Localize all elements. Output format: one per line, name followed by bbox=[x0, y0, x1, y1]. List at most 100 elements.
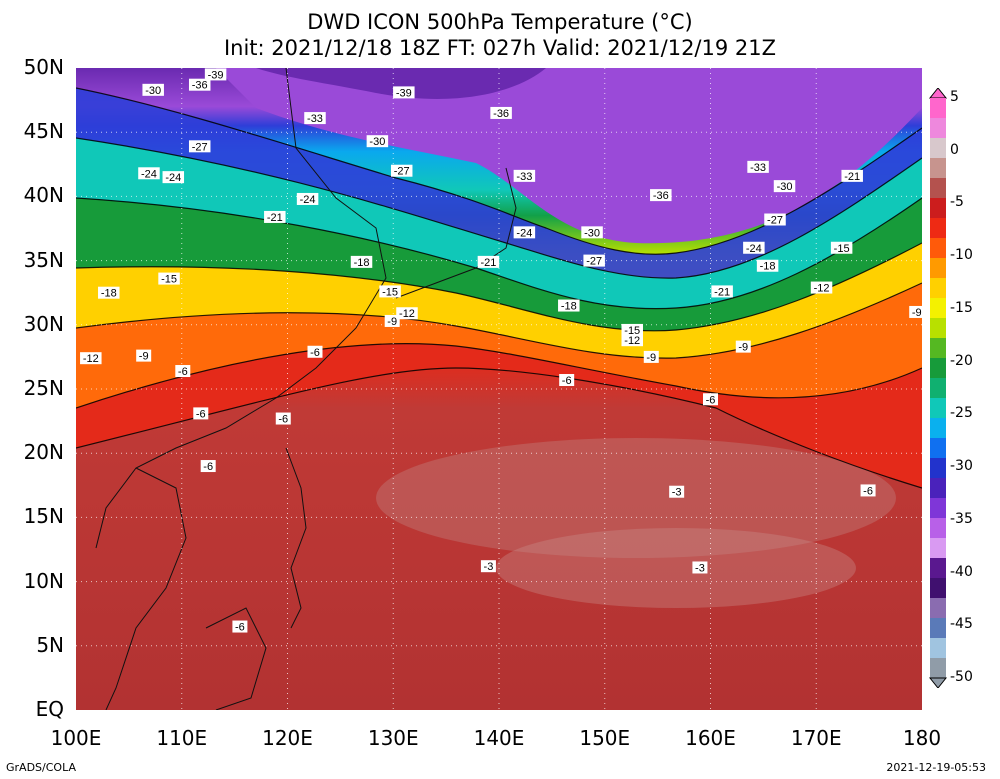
contour-label-text: -24 bbox=[141, 168, 157, 180]
contour-label: -18 bbox=[350, 255, 373, 269]
contour-line bbox=[76, 282, 922, 359]
colorbar-swatch bbox=[930, 458, 946, 479]
contour-label-box bbox=[232, 620, 248, 633]
coastline-philippines bbox=[285, 447, 307, 629]
contour-label-text: -9 bbox=[646, 352, 656, 364]
contour-label: -30 bbox=[773, 180, 796, 193]
colorbar-swatch bbox=[930, 658, 946, 679]
contour-label: -6 bbox=[232, 620, 248, 634]
contour-label: -30 bbox=[581, 226, 603, 239]
contour-label-text: -30 bbox=[777, 181, 793, 193]
contour-label-text: -6 bbox=[562, 375, 572, 387]
contour-label-text: -3 bbox=[695, 562, 705, 574]
contour-label-box bbox=[396, 307, 418, 320]
contour-label-box bbox=[138, 167, 160, 180]
contour-label-box bbox=[307, 345, 323, 358]
contour-label: -6 bbox=[200, 460, 216, 473]
contour-label-box bbox=[621, 323, 643, 336]
colorbar-label: -15 bbox=[950, 299, 973, 316]
contour-label: -6 bbox=[307, 345, 323, 359]
contour-label-box bbox=[193, 407, 209, 420]
contour-label-box bbox=[80, 352, 102, 365]
longitude-label: 160E bbox=[685, 726, 736, 750]
colorbar-label: -10 bbox=[950, 247, 973, 264]
longitude-label: 140E bbox=[473, 726, 525, 750]
contour-labels: -39-30 -36-39-36-33-30-27-27 -33-33-21-24-… bbox=[80, 68, 922, 634]
contour-label-box bbox=[764, 213, 786, 226]
colorbar-swatch bbox=[930, 518, 946, 539]
colorbar-swatch bbox=[930, 638, 946, 659]
contour-label: -24 bbox=[513, 226, 536, 239]
contour-label: -18 bbox=[98, 286, 120, 300]
contour-label: -6 bbox=[860, 484, 876, 497]
warm-patch bbox=[376, 438, 896, 558]
longitude-label: 180 bbox=[902, 726, 942, 750]
contour-label-text: -9 bbox=[738, 342, 748, 354]
contour-label-text: -9 bbox=[387, 316, 397, 328]
map-subtitle: Init: 2021/12/18 18Z FT: 027h Valid: 202… bbox=[223, 36, 777, 60]
contour-label-box bbox=[711, 285, 733, 298]
contour-label-text: -27 bbox=[394, 166, 410, 178]
contour-label-text: -12 bbox=[83, 353, 99, 365]
contour-label-text: -9 bbox=[139, 351, 149, 363]
contour-label-text: -18 bbox=[101, 288, 117, 300]
colorbar-swatch bbox=[930, 218, 946, 239]
contour-label: -6 bbox=[275, 412, 291, 426]
contour-label: -27 bbox=[390, 164, 413, 178]
contour-label: -15 bbox=[158, 272, 180, 286]
contour-label-box bbox=[350, 255, 373, 268]
coastline-borneo bbox=[205, 607, 267, 710]
colorbar-label: 0 bbox=[950, 141, 959, 158]
contour-label: -6 bbox=[193, 407, 209, 420]
colorbar-label: -40 bbox=[950, 563, 973, 580]
contour-label: -21 bbox=[477, 255, 500, 269]
colorbar bbox=[928, 88, 948, 688]
contour-label: -24 bbox=[743, 241, 765, 255]
latitude-label: 35N bbox=[23, 247, 64, 272]
contour-label: -3 bbox=[480, 560, 496, 573]
contour-label-box bbox=[162, 171, 185, 184]
contour-label-text: -24 bbox=[516, 227, 532, 239]
latitude-label: 50N bbox=[23, 55, 64, 79]
contour-label-box bbox=[490, 106, 512, 119]
contour-label: -18 bbox=[756, 259, 779, 273]
contour-label-text: -21 bbox=[267, 212, 283, 224]
contour-label-box bbox=[669, 485, 685, 498]
contour-label-text: -15 bbox=[624, 325, 640, 337]
contour-label-text: -27 bbox=[586, 256, 602, 268]
contour-label-box bbox=[384, 314, 400, 327]
colorbar-swatch bbox=[930, 558, 946, 579]
contour-label-box bbox=[747, 160, 769, 173]
latitude-label: 40N bbox=[23, 183, 64, 208]
latitude-label: EQ bbox=[35, 697, 64, 721]
longitude-label: 120E bbox=[262, 726, 313, 750]
green-band bbox=[76, 198, 922, 331]
colorbar-swatch bbox=[930, 198, 946, 219]
contour-label: -9 bbox=[136, 349, 152, 363]
contour-label-box bbox=[275, 412, 291, 425]
contour-label-box bbox=[136, 349, 152, 362]
contour-label-text: -39 bbox=[208, 69, 224, 81]
contour-label: -9 bbox=[384, 314, 400, 328]
contour-line bbox=[76, 137, 922, 279]
yellow-band bbox=[76, 243, 922, 359]
contour-label-text: -36 bbox=[653, 190, 669, 202]
contour-label-box bbox=[773, 180, 796, 193]
contour-label-text: -9 bbox=[912, 307, 922, 319]
orange-band bbox=[76, 283, 922, 408]
grid-lines bbox=[76, 68, 922, 710]
colorbar-label: -5 bbox=[950, 194, 964, 211]
contour-label: -27 bbox=[188, 140, 211, 153]
contour-label-box bbox=[188, 140, 211, 153]
contour-label-box bbox=[860, 484, 876, 497]
contour-label-text: -6 bbox=[863, 485, 873, 497]
contour-label: -21 bbox=[264, 210, 286, 224]
contour-label-text: -6 bbox=[235, 622, 245, 634]
contour-label: -6 bbox=[559, 374, 575, 387]
contour-label-box bbox=[583, 254, 605, 267]
latitude-label: 15N bbox=[23, 504, 64, 529]
colorbar-swatch bbox=[930, 478, 946, 499]
contour-label-box bbox=[366, 135, 389, 148]
contour-label: -15 bbox=[379, 285, 401, 298]
contour-label-box bbox=[650, 189, 672, 202]
